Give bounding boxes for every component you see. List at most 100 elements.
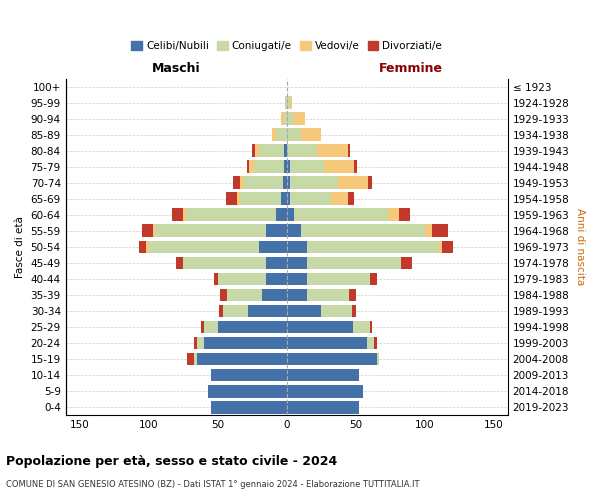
Bar — [286, 96, 287, 109]
Bar — [442, 240, 452, 254]
Bar — [287, 368, 359, 382]
Bar — [172, 208, 183, 222]
Bar — [331, 192, 347, 205]
Bar — [266, 224, 287, 237]
Bar — [226, 192, 237, 205]
Bar — [317, 144, 347, 157]
Bar — [186, 208, 275, 222]
Bar — [353, 320, 370, 334]
Bar — [227, 288, 262, 302]
Legend: Celibi/Nubili, Coniugati/e, Vedovi/e, Divorziati/e: Celibi/Nubili, Coniugati/e, Vedovi/e, Di… — [127, 37, 446, 55]
Bar — [287, 240, 307, 254]
Bar — [284, 160, 287, 173]
Bar — [321, 304, 352, 318]
Bar — [290, 192, 331, 205]
Bar — [153, 224, 155, 237]
Bar — [220, 288, 227, 302]
Bar — [266, 256, 287, 270]
Bar — [247, 160, 250, 173]
Bar — [266, 272, 287, 285]
Bar — [287, 224, 301, 237]
Bar — [214, 272, 218, 285]
Bar — [139, 240, 146, 254]
Bar — [287, 352, 377, 366]
Bar — [287, 144, 317, 157]
Bar — [324, 160, 355, 173]
Bar — [250, 160, 254, 173]
Bar — [338, 176, 368, 189]
Bar — [352, 304, 356, 318]
Bar — [275, 208, 287, 222]
Bar — [272, 128, 275, 141]
Text: Maschi: Maschi — [152, 62, 200, 76]
Bar — [155, 224, 266, 237]
Bar — [252, 144, 255, 157]
Bar — [355, 160, 357, 173]
Bar — [194, 336, 197, 349]
Bar — [255, 144, 259, 157]
Bar — [211, 400, 287, 413]
Bar — [349, 288, 356, 302]
Bar — [425, 224, 432, 237]
Bar — [287, 272, 307, 285]
Bar — [146, 240, 149, 254]
Bar — [388, 208, 398, 222]
Bar — [287, 336, 367, 349]
Bar — [208, 384, 287, 398]
Text: Popolazione per età, sesso e stato civile - 2024: Popolazione per età, sesso e stato civil… — [6, 455, 337, 468]
Bar — [204, 336, 287, 349]
Bar — [401, 256, 412, 270]
Bar — [287, 192, 290, 205]
Bar — [183, 208, 186, 222]
Bar — [374, 336, 377, 349]
Bar — [259, 144, 284, 157]
Bar — [284, 112, 287, 125]
Bar — [284, 144, 287, 157]
Bar — [254, 160, 284, 173]
Bar — [307, 272, 370, 285]
Bar — [368, 176, 373, 189]
Bar — [275, 128, 287, 141]
Bar — [223, 304, 248, 318]
Bar — [281, 192, 287, 205]
Bar — [287, 288, 307, 302]
Bar — [439, 240, 442, 254]
Bar — [307, 256, 401, 270]
Bar — [287, 208, 293, 222]
Bar — [290, 176, 338, 189]
Bar — [287, 256, 307, 270]
Bar — [281, 112, 284, 125]
Bar — [237, 192, 240, 205]
Bar — [204, 320, 218, 334]
Text: Femmine: Femmine — [379, 62, 443, 76]
Bar — [287, 384, 363, 398]
Bar — [201, 320, 204, 334]
Bar — [370, 320, 373, 334]
Bar — [293, 208, 388, 222]
Bar — [287, 320, 353, 334]
Bar — [290, 96, 292, 109]
Bar — [197, 352, 287, 366]
Bar — [197, 336, 204, 349]
Bar — [287, 128, 301, 141]
Bar — [211, 368, 287, 382]
Bar — [370, 272, 377, 285]
Bar — [287, 304, 321, 318]
Bar — [149, 240, 259, 254]
Bar — [432, 224, 448, 237]
Bar — [287, 96, 290, 109]
Bar — [248, 304, 287, 318]
Bar — [262, 288, 287, 302]
Bar — [287, 176, 290, 189]
Y-axis label: Anni di nascita: Anni di nascita — [575, 208, 585, 286]
Bar — [293, 112, 305, 125]
Bar — [233, 176, 240, 189]
Bar — [244, 176, 283, 189]
Bar — [142, 224, 153, 237]
Bar — [290, 160, 324, 173]
Bar — [240, 176, 244, 189]
Bar — [377, 352, 379, 366]
Bar — [194, 352, 197, 366]
Bar — [287, 400, 359, 413]
Bar — [287, 160, 290, 173]
